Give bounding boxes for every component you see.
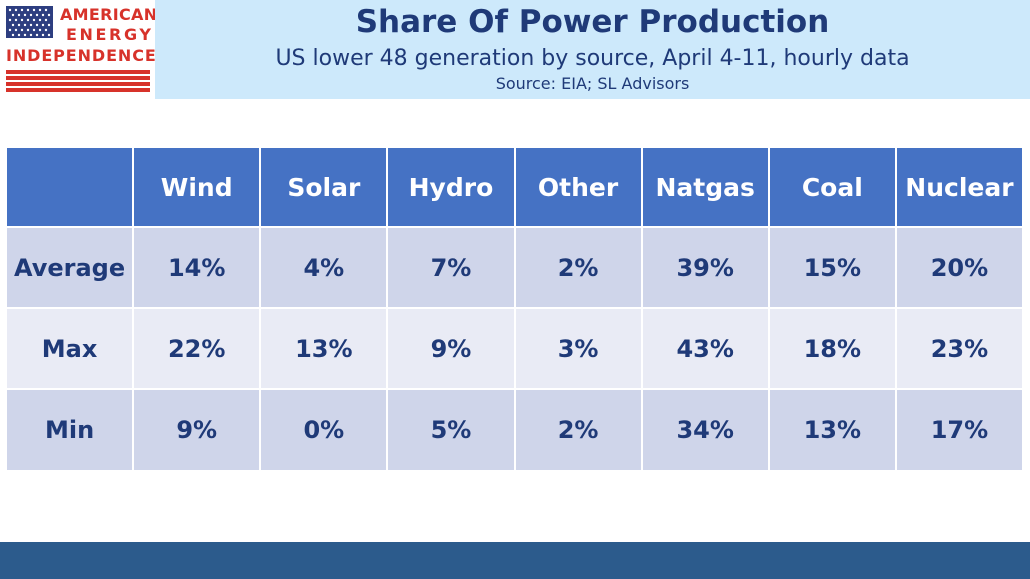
table-corner-cell bbox=[7, 148, 133, 226]
power-share-table: Wind Solar Hydro Other Natgas Coal Nuclear Aver… bbox=[7, 148, 1022, 470]
column-header-other: Other bbox=[515, 148, 641, 226]
logo-text-line1: AMERICAN bbox=[60, 5, 158, 24]
table-cell-min-natgas: 34% bbox=[642, 390, 768, 470]
table-cell-min-solar: 0% bbox=[261, 390, 387, 470]
row-label-max: Max bbox=[7, 309, 133, 388]
table-cell-min-nuclear: 17% bbox=[896, 390, 1022, 470]
brand-logo: AMERICAN ENERGY INDEPENDENCE bbox=[0, 0, 158, 99]
row-label-average: Average bbox=[7, 228, 133, 307]
table-cell-average-nuclear: 20% bbox=[896, 228, 1022, 307]
table-cell-min-other: 2% bbox=[515, 390, 641, 470]
column-header-coal: Coal bbox=[769, 148, 895, 226]
table-cell-average-natgas: 39% bbox=[642, 228, 768, 307]
column-header-natgas: Natgas bbox=[642, 148, 768, 226]
logo-text-line3: INDEPENDENCE bbox=[6, 46, 157, 65]
table-cell-average-solar: 4% bbox=[261, 228, 387, 307]
table-cell-max-natgas: 43% bbox=[642, 309, 768, 388]
table-cell-average-hydro: 7% bbox=[388, 228, 514, 307]
table-cell-max-nuclear: 23% bbox=[896, 309, 1022, 388]
table-cell-max-wind: 22% bbox=[134, 309, 260, 388]
table-cell-max-hydro: 9% bbox=[388, 309, 514, 388]
column-header-hydro: Hydro bbox=[388, 148, 514, 226]
header-band bbox=[155, 0, 1030, 99]
page-title: Share Of Power Production bbox=[355, 4, 830, 40]
footer-band bbox=[0, 542, 1030, 579]
table-cell-average-other: 2% bbox=[515, 228, 641, 307]
table-cell-min-coal: 13% bbox=[769, 390, 895, 470]
logo-stripes bbox=[6, 70, 150, 92]
column-header-wind: Wind bbox=[134, 148, 260, 226]
column-header-nuclear: Nuclear bbox=[896, 148, 1022, 226]
page-subtitle: US lower 48 generation by source, April … bbox=[275, 46, 910, 71]
table-cell-max-solar: 13% bbox=[261, 309, 387, 388]
column-header-solar: Solar bbox=[261, 148, 387, 226]
table-cell-min-hydro: 5% bbox=[388, 390, 514, 470]
row-label-min: Min bbox=[7, 390, 133, 470]
table-cell-max-coal: 18% bbox=[769, 309, 895, 388]
table-cell-min-wind: 9% bbox=[134, 390, 260, 470]
table-cell-average-wind: 14% bbox=[134, 228, 260, 307]
logo-text-line2: ENERGY bbox=[66, 25, 154, 44]
table-cell-max-other: 3% bbox=[515, 309, 641, 388]
source-note: Source: EIA; SL Advisors bbox=[495, 74, 690, 93]
us-flag-icon bbox=[6, 6, 53, 38]
table-cell-average-coal: 15% bbox=[769, 228, 895, 307]
